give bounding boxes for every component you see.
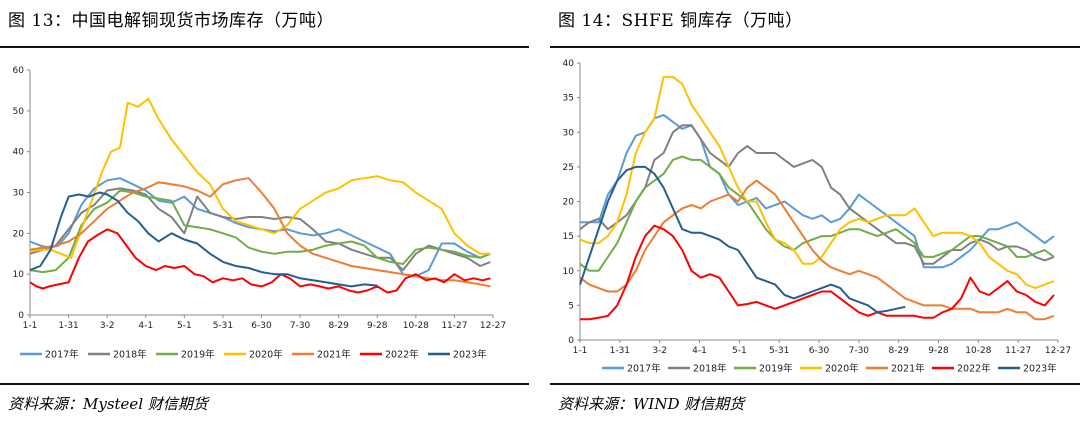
series-line-2018 [29, 187, 491, 272]
line-chart-spot-inventory: 0 10 20 30 40 50 60 1-1 1-31 3-2 4-1 5-1 5-31 6-30 7-3… [13, 66, 507, 361]
y-tick-label: 35 [563, 94, 574, 104]
line-chart-shfe-inventory: 0 5 10 15 20 25 30 35 40 1-1 1-31 3-2 4-1 5-1 5-31 6-30… [563, 59, 1072, 375]
x-tick-label: 8-29 [328, 321, 349, 331]
x-tick-label: 1-31 [610, 346, 630, 356]
x-tick-label: 7-30 [849, 346, 870, 356]
title-divider [0, 46, 529, 48]
series-line-2023 [29, 191, 378, 288]
x-tick-label: 12-27 [480, 321, 506, 331]
legend-label-2017: 2017年 [627, 363, 661, 375]
legend-label-2023: 2023年 [453, 349, 487, 361]
y-tick-label: 40 [563, 59, 575, 69]
y-tick-label: 10 [13, 270, 25, 280]
y-tick-label: 25 [563, 163, 574, 173]
legend-label-2020: 2020年 [825, 363, 859, 375]
source-divider [0, 383, 529, 385]
x-tick-label: 1-1 [23, 321, 38, 331]
x-tick-label: 5-31 [213, 321, 233, 331]
legend-label-2018: 2018年 [693, 363, 727, 375]
chart-panel-left: 图 13：中国电解铜现货市场库存（万吨） 0 10 20 30 40 50 60 1-1 1-3… [0, 0, 529, 423]
legend-label-2017: 2017年 [45, 349, 79, 361]
series-line-2021 [29, 177, 491, 288]
series-line-2023 [579, 165, 906, 314]
y-tick-label: 5 [568, 301, 574, 311]
x-tick-label: 1-31 [58, 321, 78, 331]
y-tick-label: 30 [563, 128, 575, 138]
y-tick-label: 50 [13, 107, 25, 117]
y-tick-label: 20 [563, 198, 575, 208]
series-line-2019 [29, 189, 491, 274]
x-tick-label: 5-1 [732, 346, 747, 356]
series-line-2018 [579, 124, 1055, 265]
source-note: 资料来源：Mysteel 财信期货 [8, 395, 208, 413]
y-tick-label: 0 [18, 311, 24, 321]
x-tick-label: 4-1 [692, 346, 707, 356]
y-tick-label: 20 [13, 229, 25, 239]
title-divider [550, 46, 1080, 48]
x-tick-label: 3-2 [100, 321, 115, 331]
legend-label-2018: 2018年 [113, 349, 147, 361]
legend-label-2022: 2022年 [957, 363, 991, 375]
series-line-2019 [579, 155, 1055, 272]
x-tick-label: 11-27 [441, 321, 467, 331]
y-tick-label: 10 [563, 267, 575, 277]
chart-title: 图 14：SHFE 铜库存（万吨） [558, 11, 803, 31]
source-note: 资料来源：WIND 财信期货 [558, 395, 745, 413]
chart-title: 图 13：中国电解铜现货市场库存（万吨） [8, 11, 335, 31]
legend-label-2019: 2019年 [759, 363, 793, 375]
x-tick-label: 12-27 [1045, 346, 1071, 356]
legend-label-2021: 2021年 [317, 349, 351, 361]
series-line-2020 [29, 97, 491, 259]
y-tick-label: 60 [13, 66, 25, 76]
x-tick-label: 5-1 [177, 321, 192, 331]
legend-label-2020: 2020年 [249, 349, 283, 361]
x-tick-label: 1-1 [573, 346, 588, 356]
legend-label-2021: 2021年 [891, 363, 925, 375]
x-tick-label: 3-2 [652, 346, 667, 356]
series-line-2017 [580, 113, 1055, 269]
y-tick-label: 15 [563, 232, 574, 242]
source-divider [550, 383, 1080, 385]
y-tick-label: 40 [13, 148, 25, 158]
series-line-2021 [579, 179, 1055, 321]
legend-label-2023: 2023年 [1023, 363, 1057, 375]
y-tick-label: 0 [568, 336, 574, 346]
x-tick-label: 9-28 [928, 346, 949, 356]
chart-panel-right: 图 14：SHFE 铜库存（万吨） 0 5 10 15 20 25 30 35 40 1-1 1-3… [550, 0, 1080, 423]
x-tick-label: 8-29 [888, 346, 909, 356]
y-tick-label: 30 [13, 189, 25, 199]
series-line-2020 [579, 75, 1055, 290]
x-tick-label: 11-27 [1005, 346, 1031, 356]
x-tick-label: 10-28 [403, 321, 429, 331]
legend-label-2022: 2022年 [385, 349, 419, 361]
x-tick-label: 9-28 [367, 321, 388, 331]
x-tick-label: 6-30 [809, 346, 830, 356]
series-line-2022 [29, 228, 491, 294]
x-tick-label: 7-30 [290, 321, 311, 331]
series-line-2022 [580, 224, 1055, 321]
x-tick-label: 10-28 [965, 346, 991, 356]
x-tick-label: 6-30 [251, 321, 272, 331]
x-tick-label: 4-1 [138, 321, 153, 331]
x-tick-label: 5-31 [769, 346, 789, 356]
legend-label-2019: 2019年 [181, 349, 215, 361]
